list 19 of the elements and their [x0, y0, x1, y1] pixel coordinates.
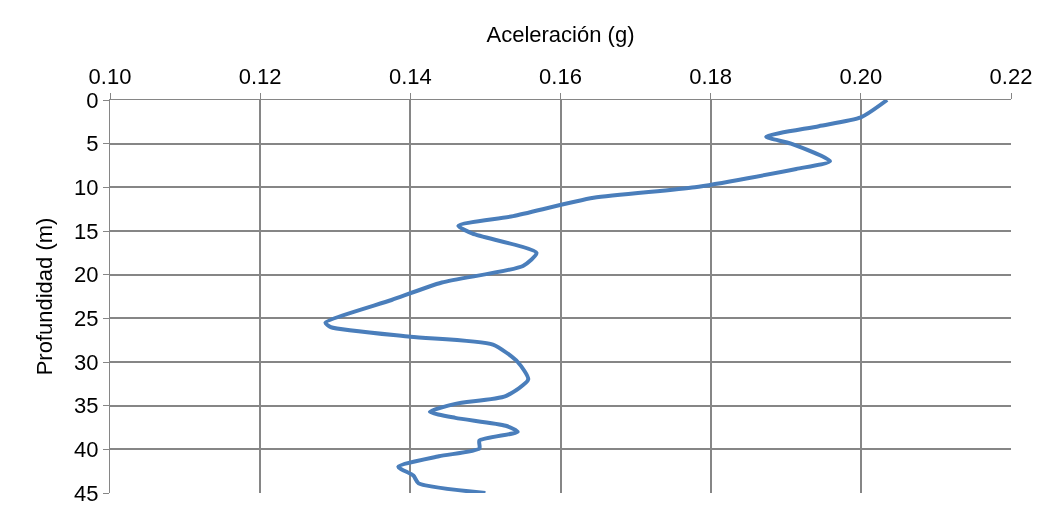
- x-tick-label: 0.18: [689, 64, 733, 90]
- y-tick-label: 0: [86, 87, 99, 113]
- y-axis-title: Profundidad (m): [31, 217, 57, 376]
- x-tick-label: 0.14: [388, 64, 432, 90]
- y-tick-label: 40: [74, 437, 99, 463]
- y-tick-label: 20: [74, 262, 99, 288]
- x-axis-title: Aceleración (g): [486, 22, 635, 47]
- y-tick-label: 10: [74, 175, 99, 201]
- y-tick-label: 15: [74, 218, 99, 244]
- y-tick-label: 30: [74, 349, 99, 375]
- x-tick-label: 0.10: [88, 64, 132, 90]
- x-tick-label: 0.16: [539, 64, 582, 90]
- x-tick-label: 0.20: [839, 64, 883, 90]
- y-tick-label: 35: [74, 393, 99, 419]
- y-tick-label: 5: [86, 131, 99, 157]
- y-tick-label: 45: [74, 480, 99, 506]
- y-tick-label: 25: [74, 306, 99, 332]
- x-tick-label: 0.22: [989, 64, 1033, 90]
- x-tick-label: 0.12: [238, 64, 282, 90]
